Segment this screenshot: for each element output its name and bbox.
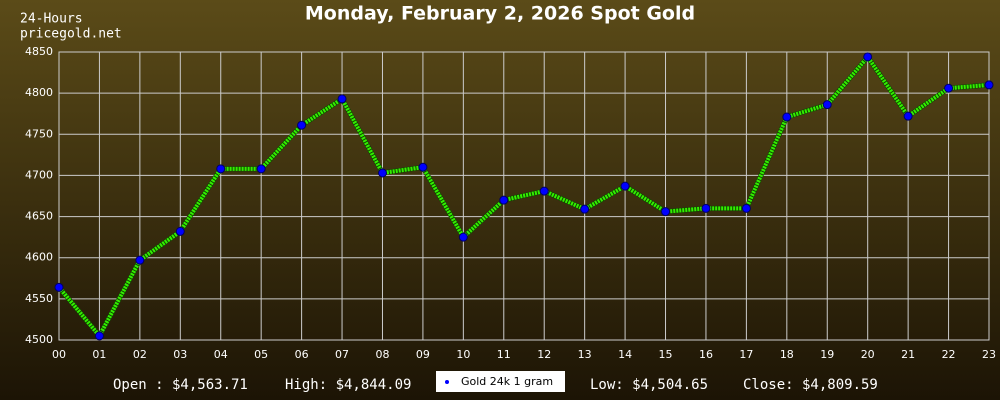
point — [701, 203, 711, 213]
stat-close: Close: $4,809.59 — [743, 377, 878, 393]
y-tick-label: 4550 — [25, 292, 53, 305]
x-tick-label: 13 — [578, 348, 592, 361]
x-tick-label: 17 — [739, 348, 753, 361]
corner-label: 24-Hours — [20, 12, 83, 27]
x-tick-label: 23 — [982, 348, 996, 361]
y-tick-label: 4650 — [25, 210, 53, 223]
x-tick-label: 07 — [335, 348, 349, 361]
point — [903, 111, 913, 121]
point — [135, 255, 145, 265]
x-tick-label: 03 — [173, 348, 187, 361]
point — [822, 100, 832, 110]
point — [741, 203, 751, 213]
x-tick-label: 18 — [780, 348, 794, 361]
stat-low: Low: $4,504.65 — [590, 377, 708, 393]
point — [175, 226, 185, 236]
point — [94, 331, 104, 341]
x-tick-label: 11 — [497, 348, 511, 361]
point — [620, 181, 630, 191]
x-tick-label: 02 — [133, 348, 147, 361]
point — [580, 204, 590, 214]
x-tick-label: 00 — [52, 348, 66, 361]
point — [984, 80, 994, 90]
x-tick-label: 15 — [659, 348, 673, 361]
stat-high: High: $4,844.09 — [285, 377, 411, 393]
x-tick-label: 20 — [861, 348, 875, 361]
point — [337, 94, 347, 104]
chart-title: Monday, February 2, 2026 Spot Gold — [305, 3, 695, 25]
x-tick-label: 21 — [901, 348, 915, 361]
point — [499, 195, 509, 205]
y-tick-label: 4800 — [25, 86, 53, 99]
y-tick-label: 4850 — [25, 45, 53, 58]
corner-label: pricegold.net — [20, 27, 122, 42]
x-tick-label: 05 — [254, 348, 268, 361]
point — [944, 83, 954, 93]
point — [216, 164, 226, 174]
point — [458, 232, 468, 242]
point — [297, 120, 307, 130]
x-tick-label: 09 — [416, 348, 430, 361]
legend-label: Gold 24k 1 gram — [461, 375, 553, 388]
point — [782, 112, 792, 122]
y-tick-label: 4600 — [25, 251, 53, 264]
x-tick-label: 12 — [537, 348, 551, 361]
y-tick-label: 4500 — [25, 333, 53, 346]
line — [57, 54, 990, 338]
x-tick-label: 10 — [456, 348, 470, 361]
y-tick-label: 4700 — [25, 168, 53, 181]
point — [863, 52, 873, 62]
point — [256, 164, 266, 174]
stat-open: Open : $4,563.71 — [113, 377, 248, 393]
x-tick-label: 08 — [375, 348, 389, 361]
x-tick-label: 06 — [295, 348, 309, 361]
point — [54, 282, 64, 292]
x-tick-label: 16 — [699, 348, 713, 361]
x-tick-label: 04 — [214, 348, 228, 361]
x-tick-label: 22 — [942, 348, 956, 361]
point — [418, 162, 428, 172]
y-tick-label: 4750 — [25, 127, 53, 140]
legend — [436, 371, 565, 392]
point — [377, 168, 387, 178]
point — [539, 186, 549, 196]
x-tick-label: 14 — [618, 348, 632, 361]
legend-marker — [445, 380, 449, 384]
x-tick-label: 19 — [820, 348, 834, 361]
x-tick-label: 01 — [92, 348, 106, 361]
point — [661, 207, 671, 217]
